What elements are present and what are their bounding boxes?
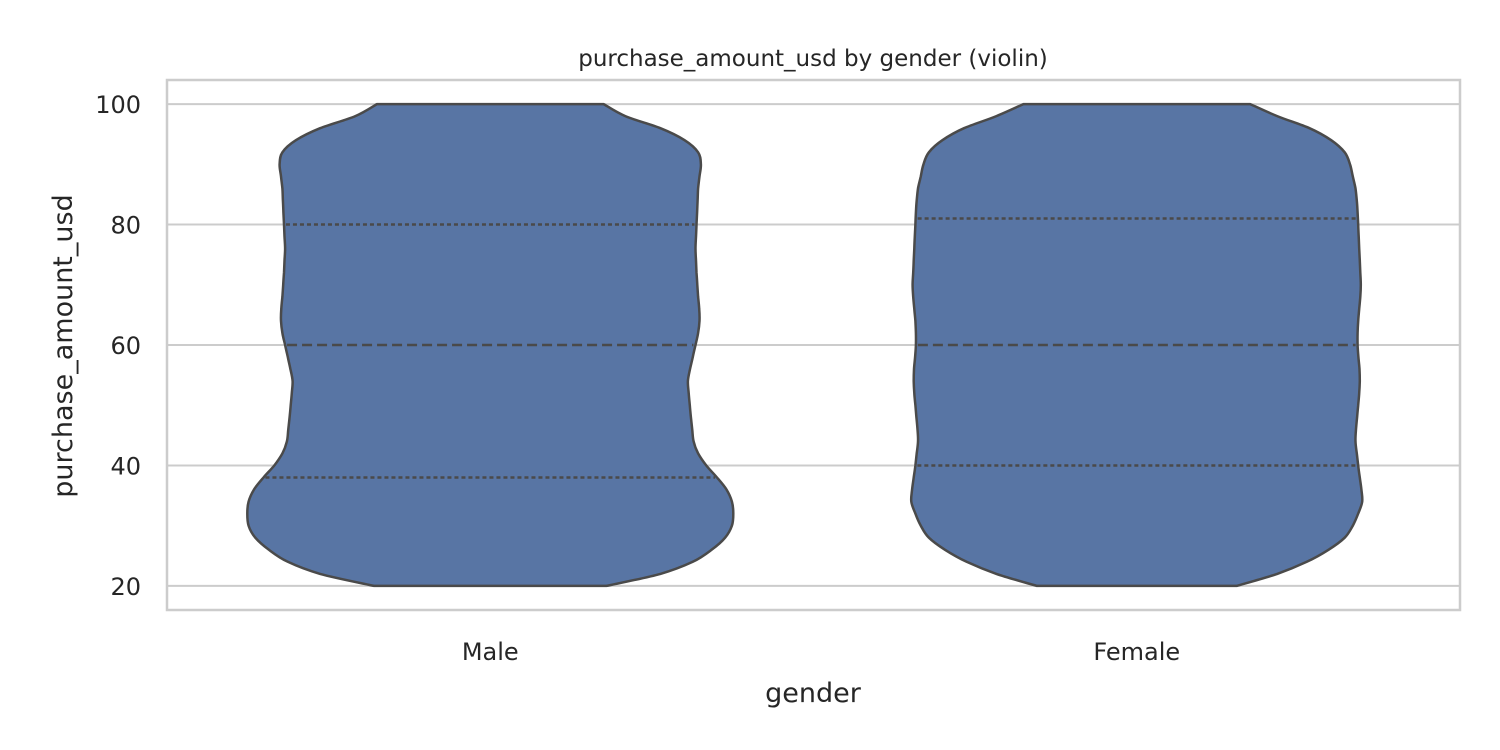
y-tick-label: 20 [110,573,141,601]
x-tick-label: Female [1093,638,1180,666]
y-tick-label: 100 [95,91,141,119]
chart-title: purchase_amount_usd by gender (violin) [578,46,1048,72]
violins [246,102,1364,588]
x-axis-label: gender [765,678,862,709]
x-tick-label: Male [462,638,519,666]
y-tick-label: 60 [110,332,141,360]
y-tick-label: 80 [110,212,141,240]
y-axis-label: purchase_amount_usd [48,194,79,497]
y-tick-label: 40 [110,452,141,480]
tick-labels: 20 40 60 80 100 Male Female [95,91,1180,666]
plot-frame [165,78,1462,612]
